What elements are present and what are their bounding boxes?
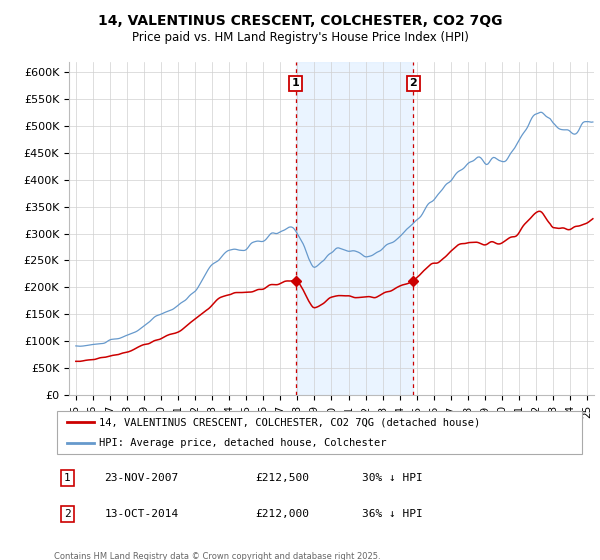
Text: Contains HM Land Registry data © Crown copyright and database right 2025.
This d: Contains HM Land Registry data © Crown c…: [54, 552, 380, 560]
Text: 23-NOV-2007: 23-NOV-2007: [104, 473, 179, 483]
Text: £212,000: £212,000: [256, 509, 310, 519]
Text: 2: 2: [409, 78, 417, 88]
Text: 1: 1: [292, 78, 299, 88]
Bar: [296, 62, 413, 395]
Text: Price paid vs. HM Land Registry's House Price Index (HPI): Price paid vs. HM Land Registry's House …: [131, 31, 469, 44]
Text: 2: 2: [64, 509, 71, 519]
Text: 36% ↓ HPI: 36% ↓ HPI: [362, 509, 423, 519]
Text: 1: 1: [64, 473, 71, 483]
Text: 13-OCT-2014: 13-OCT-2014: [104, 509, 179, 519]
Text: 14, VALENTINUS CRESCENT, COLCHESTER, CO2 7QG (detached house): 14, VALENTINUS CRESCENT, COLCHESTER, CO2…: [99, 417, 481, 427]
Text: £212,500: £212,500: [256, 473, 310, 483]
FancyBboxPatch shape: [56, 411, 583, 454]
Text: 30% ↓ HPI: 30% ↓ HPI: [362, 473, 423, 483]
Text: 14, VALENTINUS CRESCENT, COLCHESTER, CO2 7QG: 14, VALENTINUS CRESCENT, COLCHESTER, CO2…: [98, 14, 502, 28]
Text: HPI: Average price, detached house, Colchester: HPI: Average price, detached house, Colc…: [99, 438, 386, 448]
